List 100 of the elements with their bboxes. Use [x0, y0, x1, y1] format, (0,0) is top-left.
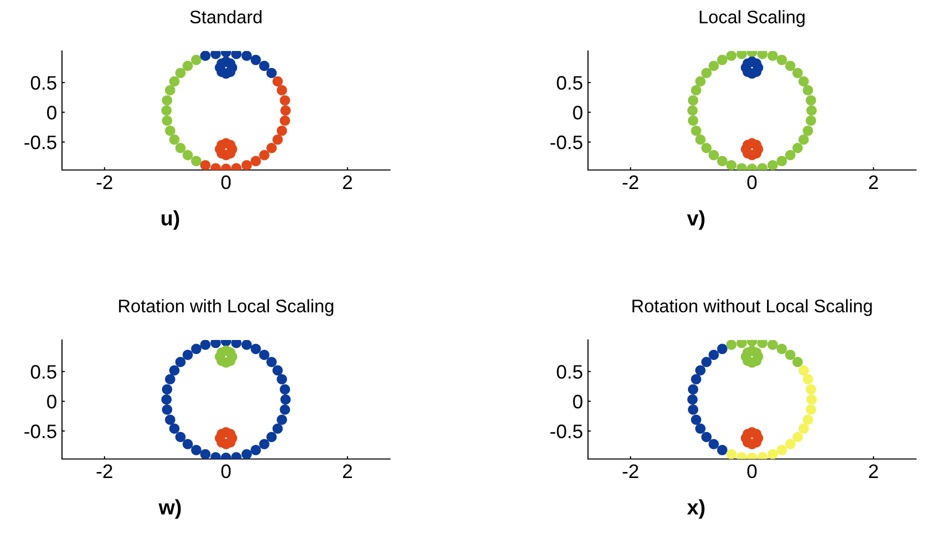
point: [242, 340, 252, 350]
point: [272, 424, 283, 434]
y-tick-label: 0.5: [556, 76, 582, 90]
text: w): [158, 499, 181, 519]
point: [216, 347, 227, 358]
point: [742, 347, 753, 358]
point: [806, 394, 817, 405]
chart-title: Standard: [190, 10, 262, 24]
point: [726, 160, 736, 170]
point: [792, 356, 803, 368]
y-tick-label: 0: [47, 106, 56, 120]
point: [768, 51, 778, 61]
point: [259, 150, 270, 160]
point: [688, 95, 698, 106]
y-tick-label: 0.5: [30, 76, 56, 90]
point: [191, 54, 202, 66]
point: [726, 51, 736, 61]
point: [776, 54, 787, 66]
point: [690, 414, 702, 425]
point: [717, 54, 728, 66]
point: [798, 424, 809, 434]
point: [726, 449, 736, 459]
y-tick-label: -0.5: [24, 136, 56, 150]
point: [717, 344, 728, 354]
point: [701, 142, 712, 154]
point: [742, 437, 753, 448]
point: [776, 344, 787, 354]
point: [169, 365, 180, 376]
point: [695, 76, 706, 86]
point: [191, 344, 202, 354]
chart-title: Rotation without Local Scaling: [632, 299, 872, 316]
point: [806, 95, 816, 106]
point: [250, 444, 261, 456]
point: [742, 148, 753, 158]
point: [687, 394, 698, 405]
y-tick-label: 0: [573, 106, 582, 120]
point: [701, 356, 712, 368]
point: [701, 68, 712, 78]
chart-title: Local Scaling: [700, 10, 805, 27]
y-tick-label: -0.5: [550, 424, 582, 438]
point: [216, 437, 227, 448]
point: [250, 344, 261, 354]
point: [701, 432, 712, 442]
point: [280, 404, 290, 415]
point: [200, 449, 210, 459]
point: [708, 60, 719, 72]
point: [785, 438, 796, 450]
point: [266, 432, 277, 442]
y-tick-label: -0.5: [24, 424, 56, 438]
point: [695, 365, 706, 376]
point: [792, 432, 803, 442]
point: [806, 115, 816, 126]
point: [776, 444, 787, 456]
point: [695, 424, 706, 434]
point: [266, 68, 277, 78]
x-tick-label: -2: [622, 175, 638, 189]
point: [259, 60, 270, 72]
point: [768, 340, 778, 350]
point: [802, 374, 814, 384]
point: [250, 156, 261, 166]
point: [276, 374, 288, 384]
point: [242, 449, 252, 459]
point: [768, 449, 778, 459]
point: [266, 356, 277, 368]
point: [688, 384, 698, 395]
point: [161, 105, 172, 116]
point: [690, 85, 702, 96]
point: [276, 414, 288, 425]
chart-title: Rotation with Local Scaling: [119, 299, 334, 316]
point: [242, 51, 252, 61]
x-tick-label: 0: [747, 464, 757, 478]
point: [751, 140, 762, 150]
point: [688, 115, 698, 126]
point: [717, 444, 728, 456]
x-tick-label: 2: [343, 464, 352, 478]
point: [785, 60, 796, 72]
point: [802, 414, 814, 425]
y-tick-label: -0.5: [550, 136, 582, 150]
x-tick-label: -2: [622, 464, 638, 478]
x-tick-label: 0: [221, 464, 231, 478]
point: [776, 156, 787, 166]
point: [175, 142, 186, 154]
point: [276, 126, 288, 136]
point: [164, 85, 176, 96]
point: [708, 438, 719, 450]
point: [806, 384, 816, 395]
x-tick-label: 2: [343, 175, 352, 189]
point: [798, 365, 809, 376]
point: [164, 374, 176, 384]
point: [169, 76, 180, 86]
y-tick-label: 0: [573, 394, 582, 409]
point: [162, 115, 172, 126]
x-tick-label: 2: [869, 464, 878, 478]
point: [751, 428, 762, 440]
point: [802, 85, 814, 96]
point: [726, 340, 736, 350]
point: [802, 126, 814, 136]
point: [751, 66, 762, 77]
point: [280, 384, 290, 395]
x-tick-label: 2: [869, 175, 878, 189]
